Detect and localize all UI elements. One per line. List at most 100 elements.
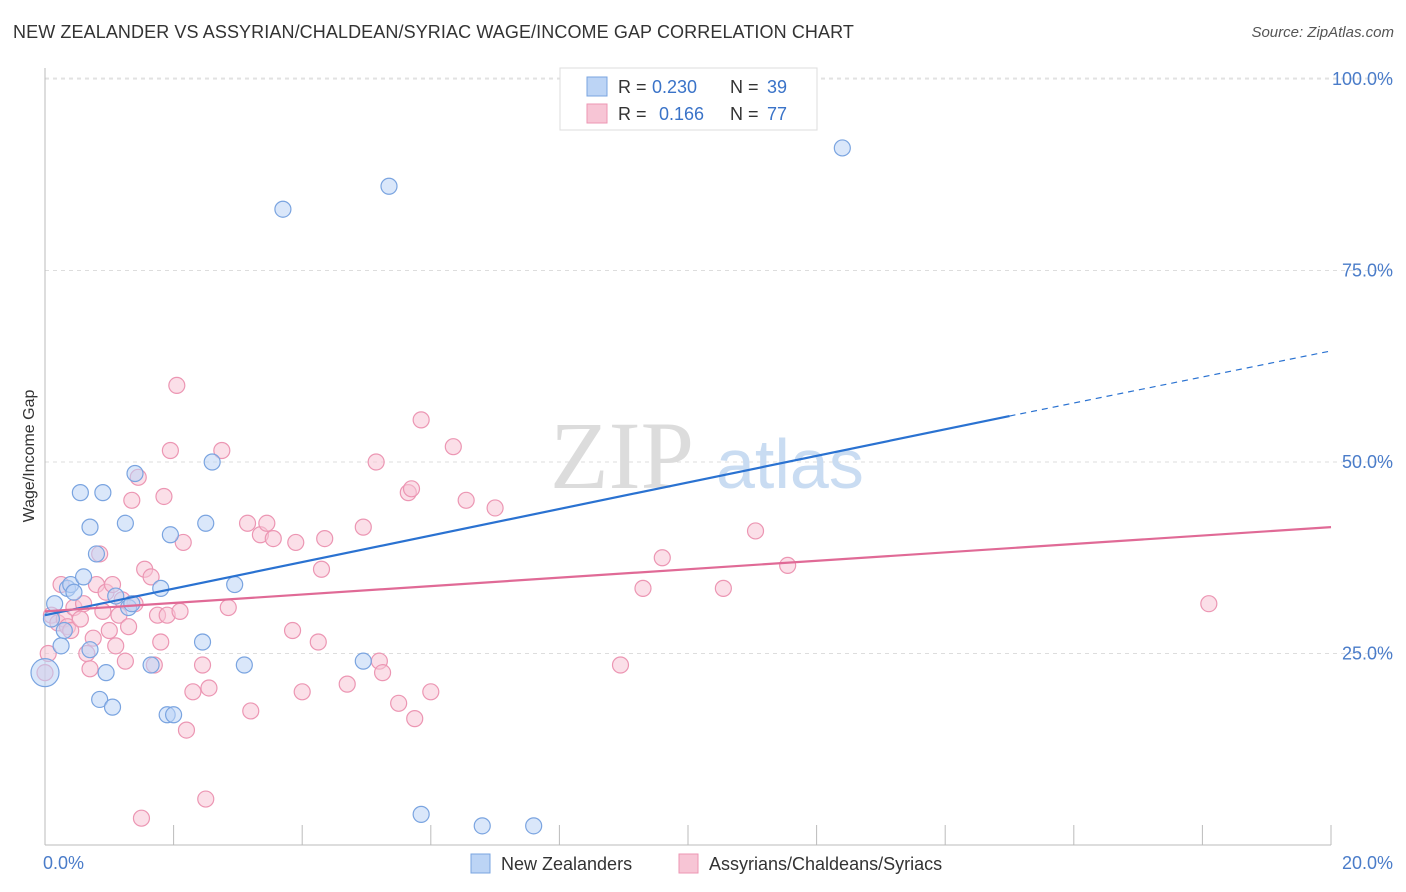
point-assyrians: [168, 376, 186, 394]
point-new-zealanders: [165, 706, 183, 724]
point-new-zealanders: [354, 652, 372, 670]
legend-swatch-pink: [586, 103, 608, 124]
point-new-zealanders: [380, 177, 398, 195]
trend-lines: [44, 350, 1332, 617]
point-assyrians: [213, 441, 231, 460]
point-new-zealanders: [65, 583, 83, 601]
point-assyrians: [100, 621, 118, 640]
point-new-zealanders: [274, 200, 292, 218]
trend-line-assyrians: [44, 526, 1332, 613]
point-assyrians: [444, 438, 462, 456]
watermark: ZIP atlas: [550, 402, 864, 509]
point-assyrians: [116, 652, 134, 670]
point-new-zealanders: [226, 575, 244, 594]
point-assyrians: [132, 809, 151, 827]
point-new-zealanders: [74, 568, 93, 586]
point-assyrians: [242, 702, 260, 720]
point-new-zealanders: [71, 484, 89, 502]
source-label: Source: ZipAtlas.com: [1251, 24, 1394, 41]
y-tick-labels: 25.0% 50.0% 75.0% 100.0%: [1332, 69, 1393, 664]
point-assyrians: [312, 560, 331, 578]
series-new-zealanders-points: [30, 139, 851, 835]
point-new-zealanders: [161, 526, 179, 544]
point-new-zealanders: [52, 637, 70, 655]
point-assyrians: [107, 637, 125, 655]
y-tick-label: 100.0%: [1332, 69, 1393, 89]
point-assyrians: [219, 598, 237, 617]
point-assyrians: [71, 610, 89, 628]
bottom-legend-label-pink: Assyrians/Chaldeans/Syriacs: [709, 854, 942, 874]
point-assyrians: [193, 656, 212, 674]
point-assyrians: [258, 514, 276, 532]
legend-n-value-2: 77: [767, 104, 787, 124]
bottom-legend-swatch-pink: [678, 853, 699, 874]
point-new-zealanders: [412, 805, 430, 823]
point-assyrians: [611, 656, 630, 674]
point-new-zealanders: [30, 658, 60, 688]
point-new-zealanders: [473, 817, 491, 835]
trend-line-new-zealanders: [44, 414, 1010, 617]
point-assyrians: [177, 721, 196, 739]
point-new-zealanders: [103, 698, 122, 716]
point-new-zealanders: [123, 595, 141, 613]
point-assyrians: [119, 618, 138, 636]
y-tick-label: 50.0%: [1342, 452, 1393, 472]
point-assyrians: [184, 683, 202, 701]
point-new-zealanders: [142, 656, 160, 674]
point-assyrians: [367, 453, 385, 471]
point-assyrians: [338, 675, 356, 693]
point-new-zealanders: [94, 484, 112, 502]
legend-r-value-1: 0.230: [652, 77, 697, 97]
series-assyrians-points: [36, 376, 1218, 827]
legend-swatch-blue: [586, 76, 608, 97]
point-new-zealanders: [525, 817, 543, 835]
point-assyrians: [94, 602, 112, 620]
point-assyrians: [152, 633, 170, 651]
legend-n-label-1: N =: [730, 77, 759, 97]
y-tick-label: 25.0%: [1342, 644, 1393, 664]
watermark-zip: ZIP: [550, 402, 694, 509]
bottom-legend-label-blue: New Zealanders: [501, 854, 632, 874]
point-assyrians: [155, 487, 173, 506]
point-new-zealanders: [81, 518, 99, 536]
point-assyrians: [457, 491, 475, 509]
point-new-zealanders: [55, 621, 73, 640]
y-tick-label: 75.0%: [1342, 261, 1393, 281]
point-new-zealanders: [203, 453, 221, 471]
point-new-zealanders: [116, 514, 134, 532]
point-assyrians: [390, 694, 408, 712]
legend-r-value-2: 0.166: [659, 104, 704, 124]
axes: [44, 68, 1332, 846]
point-assyrians: [161, 441, 179, 460]
point-assyrians: [171, 602, 189, 620]
point-assyrians: [197, 790, 215, 808]
point-new-zealanders: [197, 514, 215, 532]
point-assyrians: [293, 683, 311, 701]
trend-line-new-zealanders-extension: [1009, 350, 1332, 417]
point-new-zealanders: [97, 664, 115, 682]
point-assyrians: [354, 518, 372, 536]
y-axis-label: Wage/Income Gap: [21, 390, 38, 523]
point-assyrians: [81, 660, 99, 678]
legend-r-label-2: R =: [618, 104, 647, 124]
point-assyrians: [402, 480, 421, 498]
point-assyrians: [309, 633, 327, 651]
point-assyrians: [653, 549, 671, 567]
point-assyrians: [123, 491, 141, 509]
point-new-zealanders: [235, 656, 253, 674]
point-new-zealanders: [193, 633, 212, 651]
legend: R = 0.230 N = 39 R = 0.166 N = 77: [559, 67, 818, 131]
point-assyrians: [238, 514, 257, 532]
x-tick-labels: 0.0% 20.0%: [43, 853, 1393, 873]
point-assyrians: [714, 579, 732, 597]
x-tick-label: 20.0%: [1342, 853, 1393, 873]
legend-n-value-1: 39: [767, 77, 787, 97]
bottom-legend: New Zealanders Assyrians/Chaldeans/Syria…: [470, 853, 942, 874]
point-assyrians: [746, 522, 765, 540]
point-assyrians: [406, 710, 424, 728]
x-tick-label: 0.0%: [43, 853, 84, 873]
watermark-atlas: atlas: [716, 425, 864, 503]
point-assyrians: [1200, 595, 1218, 613]
chart-title: NEW ZEALANDER VS ASSYRIAN/CHALDEAN/SYRIA…: [13, 22, 854, 42]
